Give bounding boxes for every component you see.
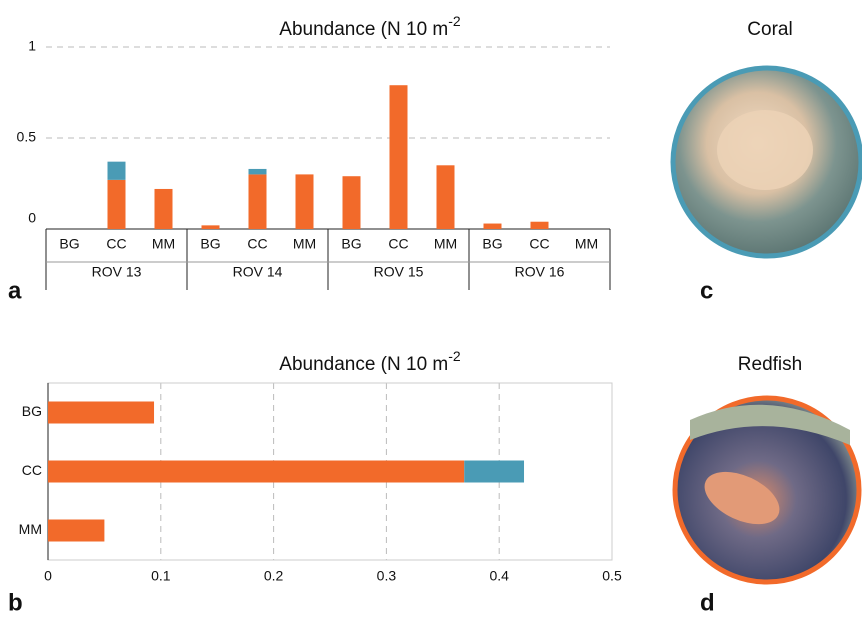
y-tick-label: MM xyxy=(19,521,42,537)
x-tick-label: CC xyxy=(529,236,549,252)
bar xyxy=(107,179,126,229)
bar xyxy=(483,223,502,229)
bar xyxy=(530,221,549,229)
x-tick-label: BG xyxy=(59,236,79,252)
bar xyxy=(389,85,408,229)
bar xyxy=(154,188,173,229)
panel-label: a xyxy=(8,277,22,304)
y-tick-label: 1 xyxy=(28,38,36,54)
x-tick-label: 0.4 xyxy=(489,568,509,584)
panel-label: c xyxy=(700,277,713,304)
x-tick-label: BG xyxy=(341,236,361,252)
fish-shape xyxy=(704,471,780,525)
x-tick-label: MM xyxy=(434,236,457,252)
title-text: Abundance (N 10 m xyxy=(279,19,448,40)
x-tick-label: MM xyxy=(575,236,598,252)
coral-shape xyxy=(717,110,813,190)
bar xyxy=(248,174,267,229)
y-tick-label: 0 xyxy=(28,210,36,226)
x-tick-label: 0.2 xyxy=(264,568,284,584)
group-label: ROV 14 xyxy=(233,264,283,280)
x-tick-label: 0.5 xyxy=(602,568,622,584)
x-tick-label: CC xyxy=(247,236,267,252)
chart-title: Abundance (N 10 m-2 xyxy=(279,13,461,40)
panel-label: b xyxy=(8,589,23,616)
x-tick-label: 0.3 xyxy=(377,568,397,584)
chart-title: Abundance (N 10 m-2 xyxy=(279,348,461,375)
x-tick-label: 0 xyxy=(44,568,52,584)
bar xyxy=(48,401,155,424)
x-tick-label: 0.1 xyxy=(151,568,171,584)
bar xyxy=(48,460,465,483)
title-superscript: -2 xyxy=(448,348,461,364)
panel-label: d xyxy=(700,589,715,616)
photo-title: Coral xyxy=(747,19,792,40)
x-tick-label: CC xyxy=(388,236,408,252)
bar xyxy=(201,225,220,229)
bar xyxy=(295,174,314,229)
x-tick-label: BG xyxy=(482,236,502,252)
x-tick-label: CC xyxy=(106,236,126,252)
title-text: Abundance (N 10 m xyxy=(279,354,448,375)
rock-shape xyxy=(690,404,850,445)
x-tick-label: BG xyxy=(200,236,220,252)
bar xyxy=(107,161,126,180)
bar xyxy=(342,176,361,229)
photo-title: Redfish xyxy=(738,354,802,375)
y-tick-label: CC xyxy=(22,462,42,478)
group-label: ROV 15 xyxy=(374,264,424,280)
bar xyxy=(464,460,525,483)
x-tick-label: MM xyxy=(293,236,316,252)
group-label: ROV 13 xyxy=(92,264,142,280)
bar xyxy=(48,519,105,542)
y-tick-label: 0.5 xyxy=(17,129,37,145)
x-tick-label: MM xyxy=(152,236,175,252)
y-tick-label: BG xyxy=(22,403,42,419)
title-superscript: -2 xyxy=(448,13,461,29)
bar xyxy=(436,165,455,229)
group-label: ROV 16 xyxy=(515,264,565,280)
bar xyxy=(248,168,267,175)
